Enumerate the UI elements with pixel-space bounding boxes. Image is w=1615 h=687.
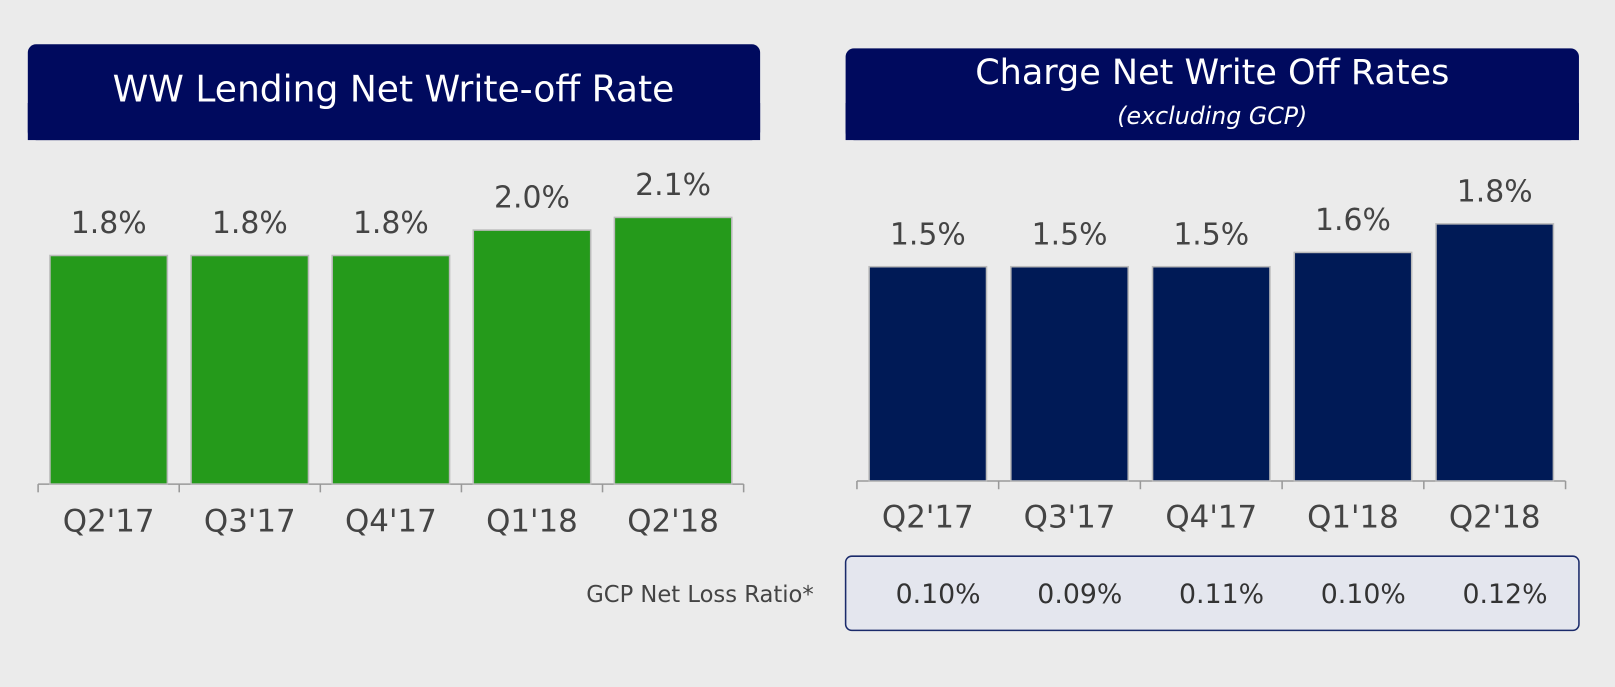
x-tick-label: Q4'17 (1165, 500, 1257, 536)
bar (49, 254, 169, 485)
bar (1010, 265, 1130, 482)
gcp-value: 0.11% (1179, 579, 1264, 610)
value-label: 1.6% (1315, 203, 1391, 238)
x-tick-label: Q2'17 (63, 504, 155, 540)
value-label: 2.0% (494, 181, 570, 216)
value-label: 2.1% (635, 168, 711, 203)
chart-subtitle: (excluding GCP) (1117, 102, 1307, 130)
header-right-base (845, 103, 1579, 141)
x-tick-label: Q2'18 (1449, 500, 1541, 536)
value-label: 1.8% (71, 206, 147, 241)
gcp-value: 0.10% (896, 579, 981, 610)
value-label: 1.8% (353, 206, 429, 241)
gcp-box (844, 555, 1580, 632)
chart-title: Charge Net Write Off Rates (975, 53, 1449, 93)
x-tick-label: Q1'18 (486, 504, 578, 540)
gcp-value: 0.09% (1037, 579, 1122, 610)
bar (472, 229, 592, 485)
bar (190, 254, 310, 485)
bar (868, 265, 988, 482)
bar (1293, 251, 1413, 482)
x-tick-label: Q2'18 (627, 504, 719, 540)
bar (331, 254, 451, 485)
header-left-base (27, 103, 761, 141)
bar (613, 216, 733, 485)
gcp-value: 0.10% (1321, 579, 1406, 610)
x-tick-label: Q3'17 (204, 504, 296, 540)
value-label: 1.8% (1457, 174, 1533, 209)
bar (1151, 265, 1271, 482)
x-tick-label: Q2'17 (882, 500, 974, 536)
gcp-label: GCP Net Loss Ratio* (586, 582, 813, 608)
gcp-value: 0.12% (1462, 579, 1547, 610)
value-label: 1.5% (1032, 217, 1108, 252)
x-tick-label: Q1'18 (1307, 500, 1399, 536)
chart-title: WW Lending Net Write-off Rate (113, 70, 675, 111)
bar (1435, 223, 1555, 482)
x-tick-label: Q4'17 (345, 504, 437, 540)
value-label: 1.8% (212, 206, 288, 241)
value-label: 1.5% (1173, 217, 1249, 252)
value-label: 1.5% (890, 217, 966, 252)
x-tick-label: Q3'17 (1024, 500, 1116, 536)
